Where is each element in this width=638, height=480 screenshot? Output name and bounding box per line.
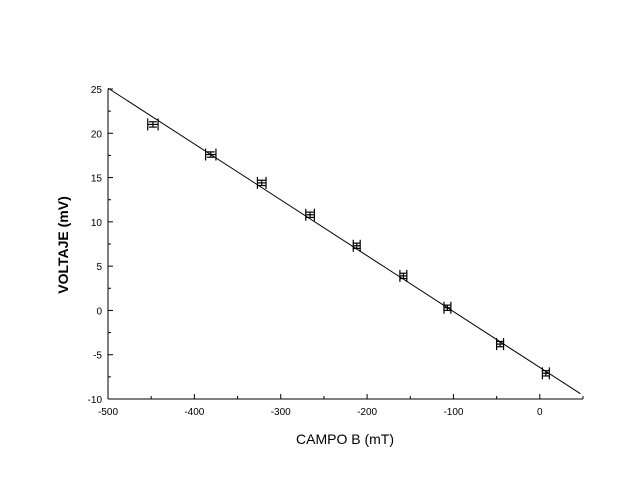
y-tick-label: -5 (93, 351, 102, 362)
data-point (443, 301, 452, 314)
y-axis-label: VOLTAJE (mV) (55, 196, 71, 294)
y-tick-label: 10 (91, 218, 103, 229)
x-tick-label: -100 (443, 407, 463, 418)
data-point (147, 118, 159, 131)
data-point (541, 367, 550, 380)
x-tick-label: 0 (537, 407, 543, 418)
data-point (305, 208, 316, 221)
x-tick-label: -200 (357, 407, 377, 418)
data-point (352, 239, 361, 252)
data-point (399, 269, 408, 282)
data-point (496, 338, 505, 351)
x-tick-label: -300 (271, 407, 291, 418)
x-axis-label: CAMPO B (mT) (296, 431, 394, 447)
x-tick-label: -400 (184, 407, 204, 418)
data-point (204, 148, 217, 161)
fit-line-group (107, 87, 581, 395)
y-tick-label: 5 (96, 262, 102, 273)
data-point (256, 176, 267, 189)
fit-line (107, 87, 581, 395)
x-tick-label: -500 (98, 407, 118, 418)
y-tick-label: 20 (91, 129, 103, 140)
y-tick-label: 25 (91, 85, 103, 96)
y-tick-label: 15 (91, 174, 103, 185)
axes: -500 -400 -300 -200 -100 0 -10 -5 0 5 10 15 20 25 (88, 85, 584, 418)
data-points (147, 118, 550, 380)
y-tick-label: -10 (88, 395, 103, 406)
y-tick-label: 0 (96, 306, 102, 317)
